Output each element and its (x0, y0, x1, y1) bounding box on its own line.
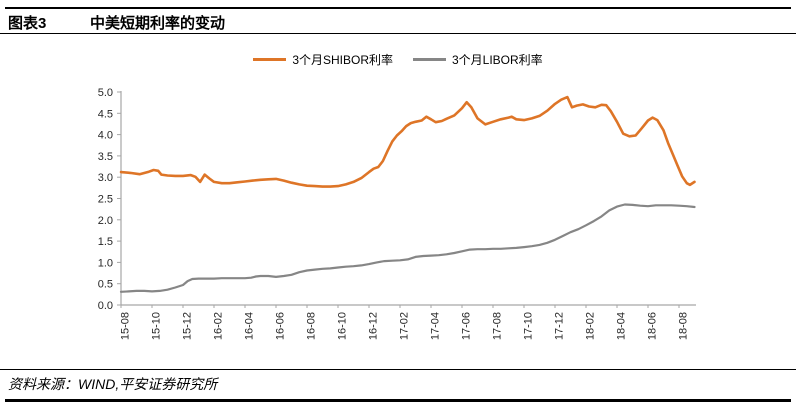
x-tick-label: 16-02 (213, 312, 225, 340)
y-tick-label: 1.5 (98, 236, 113, 248)
chart-title: 中美短期利率的变动 (90, 15, 226, 32)
y-tick-label: 1.0 (98, 257, 113, 269)
legend-item-libor: 3个月LIBOR利率 (413, 51, 543, 68)
libor-line-swatch (413, 58, 446, 61)
y-tick-label: 3.0 (98, 172, 113, 184)
x-tick-label: 16-12 (368, 312, 380, 340)
x-tick-label: 15-10 (151, 312, 163, 340)
x-tick-label: 18-08 (678, 312, 690, 340)
x-tick-label: 16-04 (244, 312, 256, 340)
source-note: 资料来源：WIND,平安证券研究所 (8, 376, 218, 392)
chart-legend: 3个月SHIBOR利率 3个月LIBOR利率 (0, 51, 796, 68)
y-tick-label: 5.0 (98, 87, 113, 99)
footer-divider-rule (0, 369, 796, 370)
y-tick-label: 2.0 (98, 215, 113, 227)
top-thick-rule (5, 7, 791, 9)
y-tick-label: 4.0 (98, 130, 113, 142)
x-tick-label: 15-08 (120, 312, 132, 340)
x-tick-label: 17-06 (461, 312, 473, 340)
x-tick-label: 16-08 (306, 312, 318, 340)
y-tick-label: 2.5 (98, 194, 113, 206)
chart-header: 图表3 中美短期利率的变动 (8, 12, 225, 33)
legend-label-shibor: 3个月SHIBOR利率 (292, 53, 393, 67)
x-tick-label: 16-10 (337, 312, 349, 340)
chart-number-label: 图表3 (8, 15, 47, 32)
y-tick-label: 0.0 (98, 300, 113, 312)
y-tick-label: 3.5 (98, 151, 113, 163)
shibor-line (119, 95, 696, 188)
x-tick-label: 17-08 (492, 312, 504, 340)
libor-line (119, 203, 696, 293)
x-tick-label: 15-12 (182, 312, 194, 340)
header-divider-rule (0, 33, 796, 34)
x-tick-label: 17-02 (399, 312, 411, 340)
shibor-line-swatch (253, 58, 287, 61)
y-tick-label: 4.5 (98, 108, 113, 120)
y-tick-label: 0.5 (98, 279, 113, 291)
x-tick-label: 18-06 (647, 312, 659, 340)
legend-item-shibor: 3个月SHIBOR利率 (253, 51, 393, 68)
x-tick-label: 17-04 (430, 312, 442, 340)
x-tick-label: 17-12 (554, 312, 566, 340)
legend-label-libor: 3个月LIBOR利率 (452, 53, 543, 67)
x-tick-label: 17-10 (523, 312, 535, 340)
x-tick-label: 16-06 (275, 312, 287, 340)
bottom-thick-rule (5, 399, 791, 402)
x-tick-label: 18-04 (616, 312, 628, 340)
x-tick-label: 18-02 (585, 312, 597, 340)
